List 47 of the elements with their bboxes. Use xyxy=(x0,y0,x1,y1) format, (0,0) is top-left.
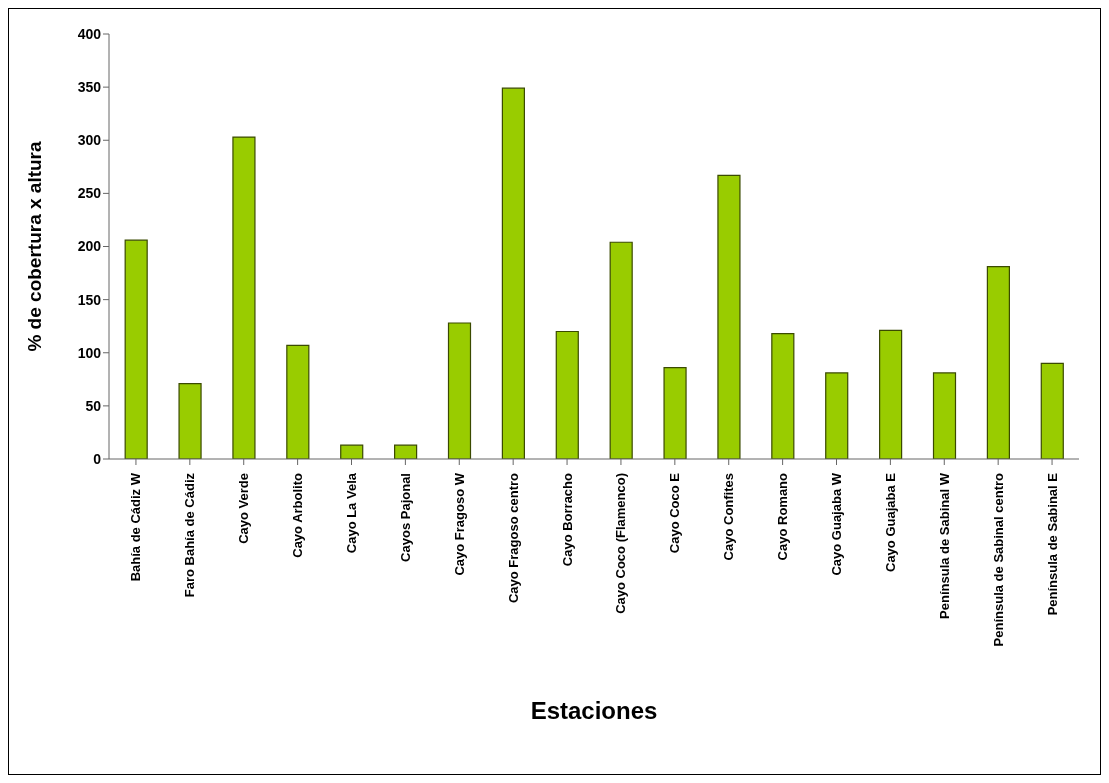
bar xyxy=(447,322,472,459)
y-tick-label: 50 xyxy=(85,397,102,414)
bar xyxy=(771,333,795,459)
x-tick-label: Cayo Fragoso centro xyxy=(505,472,521,604)
x-tick-label: Cayos Pajonal xyxy=(397,473,413,562)
y-tick-label: 200 xyxy=(77,238,102,255)
x-tick-label: Península de Sabinal W xyxy=(936,472,952,619)
bar xyxy=(879,329,903,459)
x-tick-label: Cayo La Vela xyxy=(344,472,359,554)
x-tick-label: Cayo Coco E xyxy=(667,472,683,554)
y-tick-label: 400 xyxy=(77,25,102,42)
bar xyxy=(932,372,957,459)
bar xyxy=(717,174,741,459)
y-tick-label: 100 xyxy=(77,344,102,361)
x-tick-label: Península de Sabinal E xyxy=(1044,472,1060,616)
y-tick-label: 0 xyxy=(93,450,102,467)
x-tick-label: Cayo Guajaba E xyxy=(882,472,898,572)
y-tick-label: 300 xyxy=(77,132,102,149)
y-tick-label: 150 xyxy=(77,291,102,308)
y-tick-label: 350 xyxy=(77,79,102,96)
bar xyxy=(986,266,1010,459)
bar xyxy=(124,239,148,459)
x-tick-label: Cayo Arbolito xyxy=(290,472,306,558)
bar xyxy=(340,444,364,459)
bar xyxy=(501,87,525,459)
y-axis-title: % de cobertura x altura xyxy=(23,141,45,352)
bar xyxy=(825,372,849,459)
bar xyxy=(232,136,256,459)
x-tick-label: Cayo Romano xyxy=(775,472,791,561)
bar xyxy=(1040,362,1064,459)
x-tick-label: Cayo Fragoso W xyxy=(451,472,467,576)
bar xyxy=(286,344,310,459)
x-tick-label: Bahía de Cádiz W xyxy=(128,472,144,582)
bar xyxy=(555,330,579,459)
x-axis-title: Estaciones xyxy=(530,697,658,724)
bar xyxy=(663,367,687,459)
x-tick-label: Cayo Guajaba W xyxy=(829,472,844,576)
x-tick-label: Cayo Coco (Flamenco) xyxy=(613,473,629,614)
x-tick-label: Faro Bahía de Cádiz xyxy=(182,472,198,598)
x-tick-label: Península de Sabinal centro xyxy=(990,472,1006,647)
x-tick-label: Cayo Verde xyxy=(236,473,252,544)
bar xyxy=(178,382,202,459)
y-tick-label: 250 xyxy=(77,185,102,202)
bar xyxy=(394,444,418,459)
bar xyxy=(609,241,633,459)
x-tick-label: Cayo Borracho xyxy=(559,472,575,567)
x-tick-label: Cayo Confites xyxy=(721,473,737,561)
